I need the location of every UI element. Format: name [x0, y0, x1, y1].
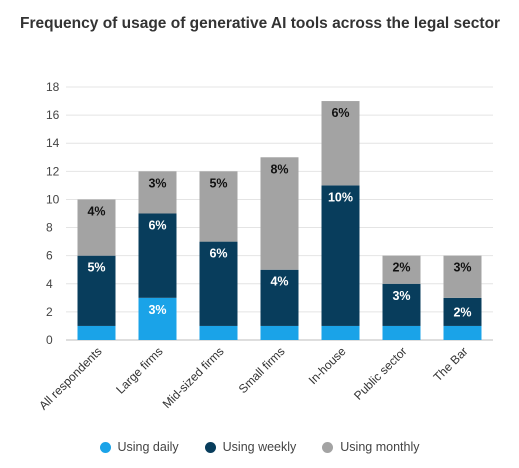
data-label: 2%	[453, 305, 471, 319]
bar-segment	[443, 297, 482, 326]
data-label: 4%	[87, 204, 105, 218]
y-tick-label: 4	[46, 277, 53, 291]
legend-label: Using daily	[117, 440, 179, 454]
chart-title: Frequency of usage of generative AI tool…	[20, 15, 501, 32]
bar-segment	[138, 297, 177, 340]
bar-segment	[260, 269, 299, 326]
data-label: 3%	[392, 289, 410, 303]
data-label: 4%	[270, 275, 288, 289]
bar-segment	[382, 255, 421, 284]
data-label: 3%	[148, 176, 166, 190]
data-label: 3%	[148, 303, 166, 317]
bar-segment	[77, 255, 116, 326]
x-tick-label: Large firms	[113, 344, 165, 396]
y-tick-label: 12	[46, 164, 60, 178]
bar-segment	[321, 101, 360, 186]
legend-item: Using monthly	[322, 440, 419, 454]
bar-segment	[382, 325, 421, 340]
bar-segment	[138, 213, 177, 298]
data-label: 10%	[328, 190, 353, 204]
legend-label: Using monthly	[340, 440, 420, 454]
y-tick-label: 10	[46, 192, 60, 206]
y-tick-label: 2	[46, 305, 53, 319]
bar-segment	[77, 325, 116, 340]
bar-segment	[321, 325, 360, 340]
x-tick-label: All respondents	[36, 344, 104, 412]
bar-segment	[260, 325, 299, 340]
legend-label: Using weekly	[222, 440, 297, 454]
data-label: 5%	[87, 261, 105, 275]
x-tick-label: Mid-sized firms	[160, 344, 227, 411]
data-label: 6%	[209, 247, 227, 261]
bar-segment	[138, 171, 177, 214]
y-tick-label: 8	[46, 221, 53, 235]
bar-segment	[199, 325, 238, 340]
x-tick-label: Public sector	[351, 344, 409, 402]
x-tick-label: The Bar	[431, 344, 471, 384]
legend-item: Using weekly	[204, 440, 297, 454]
data-label: 3%	[453, 261, 471, 275]
y-tick-label: 0	[46, 333, 53, 347]
y-tick-label: 16	[46, 108, 60, 122]
x-tick-label: Small firms	[236, 344, 288, 396]
legend: Using daily Using weekly Using monthly	[0, 440, 519, 454]
bar-segment	[321, 185, 360, 326]
data-label: 6%	[331, 106, 349, 120]
bar-segment	[199, 241, 238, 326]
y-tick-label: 6	[46, 249, 53, 263]
data-label: 5%	[209, 176, 227, 190]
bar-segment	[77, 199, 116, 256]
data-label: 6%	[148, 219, 166, 233]
y-tick-label: 18	[46, 80, 60, 94]
x-tick-label: In-house	[306, 344, 349, 387]
bar-segment	[443, 255, 482, 298]
plot-area: 0 2 4 6 8 10 12 14 16 18 5% 4% All respondents 3% 6% 3%…	[36, 80, 493, 413]
legend-swatch	[204, 441, 216, 453]
legend-swatch	[322, 441, 334, 453]
legend-swatch	[99, 441, 111, 453]
bar-segment	[382, 283, 421, 326]
bar-segment	[260, 157, 299, 270]
data-label: 2%	[392, 261, 410, 275]
data-label: 8%	[270, 162, 288, 176]
y-tick-label: 14	[46, 136, 60, 150]
legend-item: Using daily	[99, 440, 179, 454]
bar-segment	[199, 171, 238, 242]
bar-segment	[443, 325, 482, 340]
